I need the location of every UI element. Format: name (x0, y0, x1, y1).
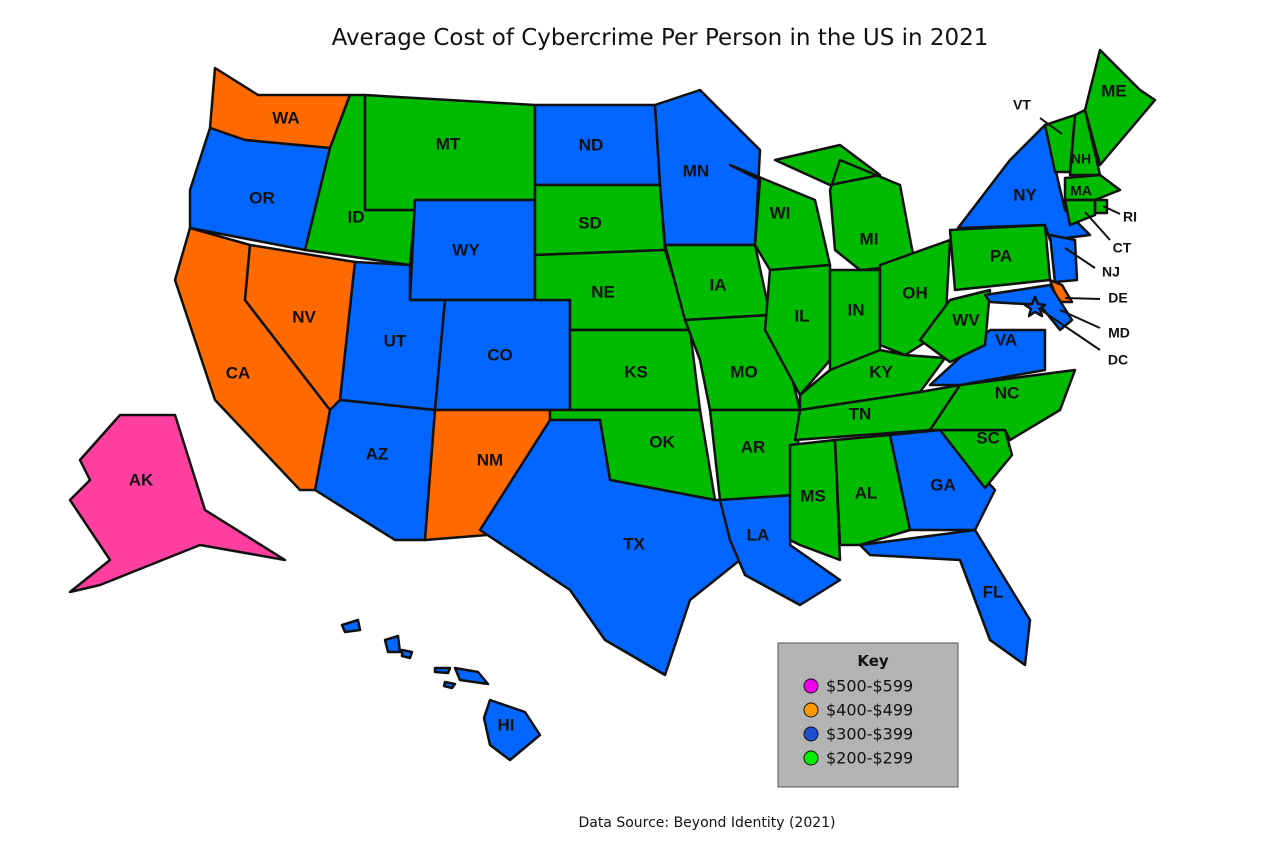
state-label: CO (487, 345, 513, 364)
state (858, 528, 1032, 667)
state (763, 263, 832, 397)
state-label: FL (983, 582, 1004, 601)
state-label: MI (860, 229, 879, 248)
state (313, 398, 437, 542)
state (68, 413, 287, 594)
state (1063, 173, 1122, 202)
state-label: LA (747, 525, 770, 544)
state-label: UT (384, 331, 407, 350)
state-label: RI (1123, 209, 1137, 225)
state-label: DC (1108, 352, 1128, 368)
state-label: MO (730, 362, 757, 381)
state-label: IL (794, 306, 809, 325)
key-label: $400-$499 (826, 701, 913, 720)
state-label: ME (1101, 81, 1127, 100)
state-label: ID (348, 207, 365, 226)
key-label: $500-$599 (826, 677, 913, 696)
state-label: AK (129, 470, 154, 489)
state-label: WV (952, 310, 980, 329)
state-label: IA (710, 275, 727, 294)
key-title: Key (857, 652, 889, 670)
state (918, 288, 992, 364)
key-swatch (803, 726, 819, 742)
state-label: WI (770, 203, 791, 222)
state (478, 418, 742, 677)
states (68, 48, 1157, 762)
state-label: NH (1071, 151, 1091, 167)
key-swatch (803, 678, 819, 694)
state-label: ND (579, 135, 604, 154)
state-label: NJ (1102, 264, 1120, 280)
state-label: NE (591, 282, 615, 301)
state-label: MN (683, 161, 709, 180)
state-label: MD (1108, 325, 1130, 341)
state-label: OK (649, 432, 675, 451)
state-label: MA (1070, 183, 1092, 199)
leader-line (1084, 211, 1111, 241)
state-label: HI (498, 715, 515, 734)
state-label: KS (624, 362, 648, 381)
state-label: AL (855, 483, 878, 502)
state-label: NY (1013, 185, 1037, 204)
state-label: SD (578, 213, 602, 232)
state (1063, 198, 1097, 227)
state-labels: WA OR CA NV ID MT WY UT CO AZ NM ND SD NE KS OK TX MN IA MO… (129, 81, 1137, 734)
leader-line (1064, 247, 1096, 269)
state-label: TN (849, 404, 872, 423)
state-label: WY (452, 240, 480, 259)
state-label: IN (848, 300, 865, 319)
state-label: WA (272, 108, 299, 127)
key-label: $200-$299 (826, 749, 913, 768)
source: Data Source: Beyond Identity (2021) (578, 815, 835, 831)
state (833, 433, 912, 547)
key-items: $500-$599 $400-$499 $300-$399 $200-$299 (803, 677, 913, 768)
state-label: OH (902, 283, 928, 302)
state-label: CT (1113, 240, 1132, 256)
state-label: NV (292, 307, 316, 326)
map-title: Average Cost of Cybercrime Per Person in… (332, 25, 989, 51)
state (1023, 295, 1047, 318)
leader-line (1039, 117, 1063, 135)
leader-line (1037, 307, 1101, 351)
state-label: AZ (366, 444, 389, 463)
key-swatch (803, 702, 819, 718)
state-label: NM (477, 450, 503, 469)
state-label: DE (1108, 290, 1127, 306)
state-label: VA (995, 330, 1017, 349)
state (1083, 48, 1157, 167)
state-label: CA (226, 363, 251, 382)
state-label: VT (1013, 97, 1031, 113)
state-label: MS (800, 486, 826, 505)
state-label: KY (869, 362, 893, 381)
state (1048, 233, 1079, 284)
state-label: OR (249, 188, 275, 207)
state-label: NC (995, 383, 1020, 402)
state-label: TX (623, 534, 645, 553)
leader-line (1059, 309, 1101, 329)
state-label: PA (990, 246, 1012, 265)
state-label: AR (741, 437, 766, 456)
state-label: SC (976, 428, 1000, 447)
leader-line (1102, 205, 1121, 215)
state (788, 438, 842, 562)
state-label: GA (930, 475, 956, 494)
state (983, 283, 1074, 332)
leader-line (1064, 297, 1101, 300)
key-swatch (803, 750, 819, 766)
state (340, 618, 542, 762)
key-label: $300-$399 (826, 725, 913, 744)
state-label: MT (436, 134, 461, 153)
